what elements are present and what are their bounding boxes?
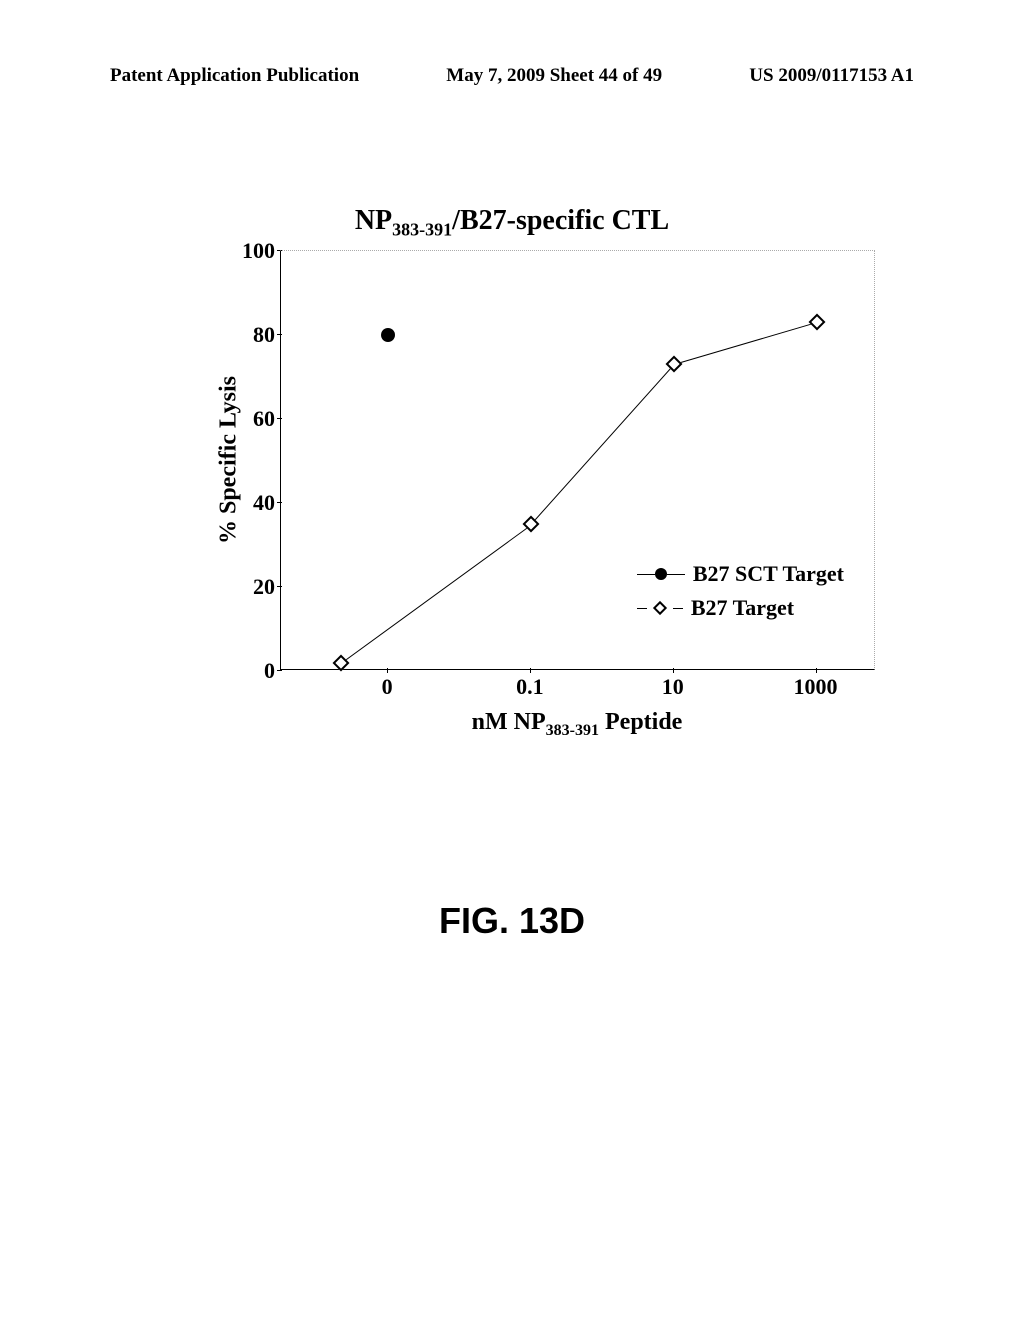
figure-label: FIG. 13D [439,900,585,942]
filled-circle-icon [381,328,395,342]
legend-line-icon [673,608,683,609]
x-tick-label: 0 [382,674,393,700]
y-tick-label: 40 [225,490,275,516]
y-tick-label: 100 [225,238,275,264]
header-left: Patent Application Publication [110,65,359,87]
legend-item: B27 SCT Target [637,561,844,587]
plot-area: B27 SCT Target B27 Target [280,250,875,670]
legend-item: B27 Target [637,595,844,621]
open-diamond-icon [653,601,667,615]
x-axis-label: nM NP383-391 Peptide [472,709,683,740]
header-center: May 7, 2009 Sheet 44 of 49 [446,65,662,87]
header-right: US 2009/0117153 A1 [749,65,914,87]
data-line [340,524,531,663]
x-tick-label: 1000 [794,674,838,700]
chart-container: % Specific Lysis 020406080100 00.1101000… [195,250,875,720]
y-tick-label: 60 [225,406,275,432]
y-axis-label: % Specific Lysis [216,376,243,544]
page-header: Patent Application Publication May 7, 20… [0,65,1024,87]
data-line [531,365,675,525]
filled-circle-icon [655,568,667,580]
y-tick-mark [277,670,282,671]
legend-label: B27 SCT Target [693,561,844,587]
open-diamond-icon [808,314,825,331]
y-tick-label: 0 [225,658,275,684]
legend-label: B27 Target [691,595,794,621]
y-tick-label: 20 [225,574,275,600]
open-diamond-icon [332,654,349,671]
y-tick-label: 80 [225,322,275,348]
x-tick-label: 0.1 [516,674,544,700]
chart-title: NP383-391/B27-specific CTL [355,205,669,241]
x-tick-label: 10 [662,674,684,700]
legend-line-icon [637,608,647,609]
data-line [674,322,817,365]
chart-legend: B27 SCT Target B27 Target [637,561,844,629]
